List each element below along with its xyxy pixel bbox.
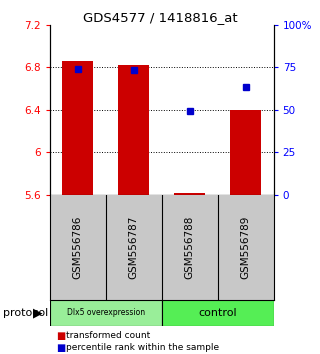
Text: GSM556789: GSM556789 [241,216,251,279]
Text: protocol: protocol [3,308,48,318]
Text: transformed count: transformed count [66,331,150,340]
Bar [230,110,261,195]
Bar [118,65,149,195]
Text: GSM556788: GSM556788 [185,216,195,279]
Bar [162,300,274,326]
Text: GDS4577 / 1418816_at: GDS4577 / 1418816_at [83,11,237,24]
Text: ■: ■ [56,343,65,353]
Text: ▶: ▶ [33,307,43,319]
Bar [62,62,93,195]
Text: control: control [198,308,237,318]
Text: GSM556786: GSM556786 [73,216,83,279]
Text: Dlx5 overexpression: Dlx5 overexpression [67,308,145,318]
Bar [174,193,205,195]
Text: ■: ■ [56,331,65,341]
Text: GSM556787: GSM556787 [129,216,139,279]
Text: percentile rank within the sample: percentile rank within the sample [66,343,219,352]
Bar [50,300,162,326]
